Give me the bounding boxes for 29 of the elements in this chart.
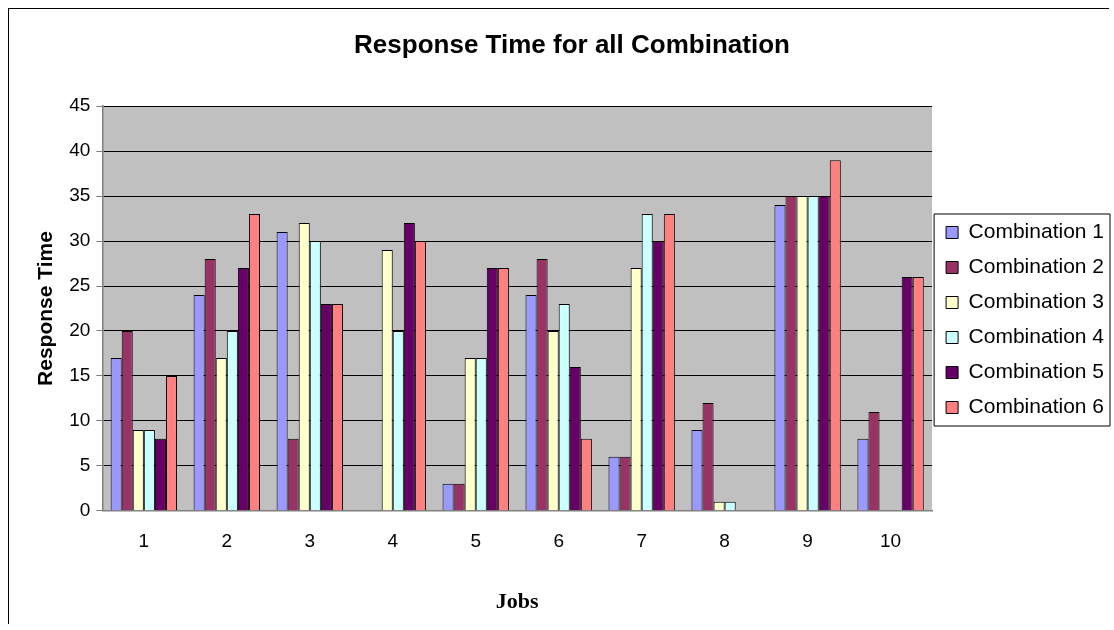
y-axis-title: Response Time <box>33 231 57 386</box>
x-tick-label: 2 <box>221 530 233 552</box>
y-tick-label: 40 <box>69 139 91 161</box>
y-tick-label: 15 <box>69 364 91 386</box>
x-tick-label: 5 <box>470 530 482 552</box>
legend-label: Combination 1 <box>968 219 1105 243</box>
legend-label: Combination 6 <box>968 394 1105 418</box>
legend-label: Combination 2 <box>968 254 1105 278</box>
y-tick-label: 5 <box>79 454 91 476</box>
x-tick-label: 4 <box>387 530 399 552</box>
x-tick-label: 3 <box>304 530 316 552</box>
x-tick-label: 9 <box>802 530 813 552</box>
y-tick-label: 20 <box>69 319 91 341</box>
x-tick-label: 7 <box>636 530 647 552</box>
x-tick-label: 8 <box>719 530 730 552</box>
x-tick-label: 1 <box>138 530 150 552</box>
x-tick-label: 6 <box>553 530 564 552</box>
y-tick-label: 0 <box>79 499 91 521</box>
legend-label: Combination 4 <box>968 324 1105 348</box>
y-tick-label: 10 <box>69 409 91 431</box>
y-tick-label: 25 <box>69 274 91 296</box>
chart-title: Response Time for all Combination <box>354 28 790 59</box>
legend-label: Combination 5 <box>968 359 1105 383</box>
y-tick-label: 30 <box>69 229 91 251</box>
x-axis-title: Jobs <box>495 588 540 614</box>
legend-label: Combination 3 <box>968 289 1105 313</box>
x-tick-label: 10 <box>880 530 902 552</box>
y-tick-label: 45 <box>69 94 91 116</box>
y-tick-label: 35 <box>69 184 91 206</box>
